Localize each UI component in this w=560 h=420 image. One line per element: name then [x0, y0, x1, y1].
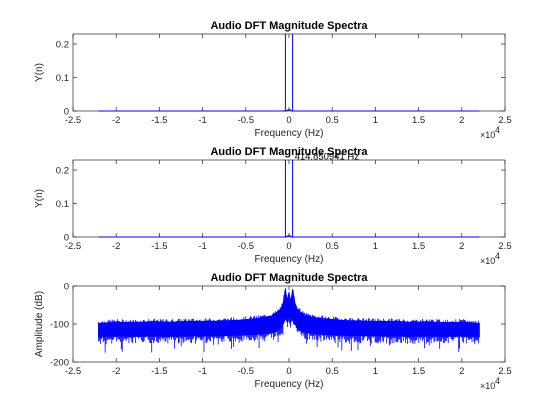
plot-1-title: Audio DFT Magnitude Spectra: [210, 20, 368, 32]
plot-2-x-tick-label: 0.5: [326, 241, 339, 252]
spectrum-plot-3: Audio DFT Magnitude Spectra Frequency (H…: [34, 272, 512, 391]
plot-2-x-tick-label: 1.5: [412, 241, 425, 252]
plot-1-x-tick-label: -0.5: [238, 115, 254, 126]
plot-1-x-tick-label: -2: [112, 115, 120, 126]
spectrum-plot-2: Audio DFT Magnitude Spectra Frequency (H…: [34, 146, 512, 266]
plot-3-x-tick-label: 1: [373, 366, 378, 377]
plot-2-x-tick-label: -1: [198, 241, 206, 252]
plot-2-x-tick-label: -1.5: [151, 241, 167, 252]
plot-1-x-exponent-power: 4: [495, 125, 500, 135]
plot-1-y-tick-label: 0.2: [56, 40, 69, 51]
plot-2-y-tick-label: 0.1: [56, 199, 69, 210]
plot-1-x-tick-label: 0: [286, 115, 291, 126]
plot-1-x-tick-label: -1.5: [151, 115, 167, 126]
plot-2-axes-box: [73, 160, 505, 237]
plot-3-ylabel: Amplitude (dB): [34, 291, 45, 357]
plot-2-x-tick-label: 2: [459, 241, 464, 252]
plot-1-x-tick-label: -1: [198, 115, 206, 126]
plot-3-x-exponent-power: 4: [495, 376, 500, 386]
spectrum-plot-1: Audio DFT Magnitude Spectra Frequency (H…: [34, 20, 512, 140]
plot-2-xlabel: Frequency (Hz): [255, 254, 324, 265]
plot-3-x-tick-label: -2: [112, 366, 120, 377]
plot-2-ylabel: Y(n): [34, 189, 45, 208]
plot-3-y-tick-label: -100: [50, 320, 69, 331]
plot-1-x-tick-label: 0.5: [326, 115, 339, 126]
plot-3-x-tick-label: 0: [286, 366, 291, 377]
plot-3-y-tick-label: 0: [64, 282, 69, 293]
plot-1-ylabel: Y(n): [34, 63, 45, 82]
plot-1-x-tick-label: 1.5: [412, 115, 425, 126]
plot-1-y-tick-label: 0.1: [56, 73, 69, 84]
plot-2-x-tick-label: 1: [373, 241, 378, 252]
plot-2-y-tick-label: 0: [64, 233, 69, 244]
plot-3-title: Audio DFT Magnitude Spectra: [210, 272, 368, 284]
plot-3-xlabel: Frequency (Hz): [255, 379, 324, 390]
plot-1-x-tick-label: 2: [459, 115, 464, 126]
plot-3-x-tick-label: 1.5: [412, 366, 425, 377]
plot-2-x-tick-label: 0: [286, 241, 291, 252]
plot-2-x-tick-label: 2.5: [498, 241, 511, 252]
plot-1-axes-box: [73, 34, 505, 111]
plot-2-x-exponent-base: ×10: [480, 256, 495, 266]
plot-3-x-tick-label: -1.5: [151, 366, 167, 377]
plot-3-x-tick-label: -0.5: [238, 366, 254, 377]
plot-2-y-tick-label: 0.2: [56, 166, 69, 177]
plot-3-x-tick-label: -1: [198, 366, 206, 377]
plot-1-y-tick-label: 0: [64, 107, 69, 118]
plot-1-xlabel: Frequency (Hz): [255, 128, 324, 139]
plot-2-peak-annotation: 414.850941 Hz: [295, 152, 360, 163]
plot-3-x-tick-label: 2: [459, 366, 464, 377]
plot-2-x-exponent-power: 4: [495, 251, 500, 261]
plot-3-x-tick-label: 2.5: [498, 366, 511, 377]
plot-2-x-tick-label: -0.5: [238, 241, 254, 252]
plot-1-x-exponent-base: ×10: [480, 130, 495, 140]
plot-3-x-tick-label: 0.5: [326, 366, 339, 377]
plot-2-x-tick-label: -2: [112, 241, 120, 252]
plot-1-x-tick-label: 2.5: [498, 115, 511, 126]
plot-1-x-tick-label: 1: [373, 115, 378, 126]
plot-3-x-exponent-base: ×10: [480, 381, 495, 391]
plot-3-y-tick-label: -200: [50, 358, 69, 369]
